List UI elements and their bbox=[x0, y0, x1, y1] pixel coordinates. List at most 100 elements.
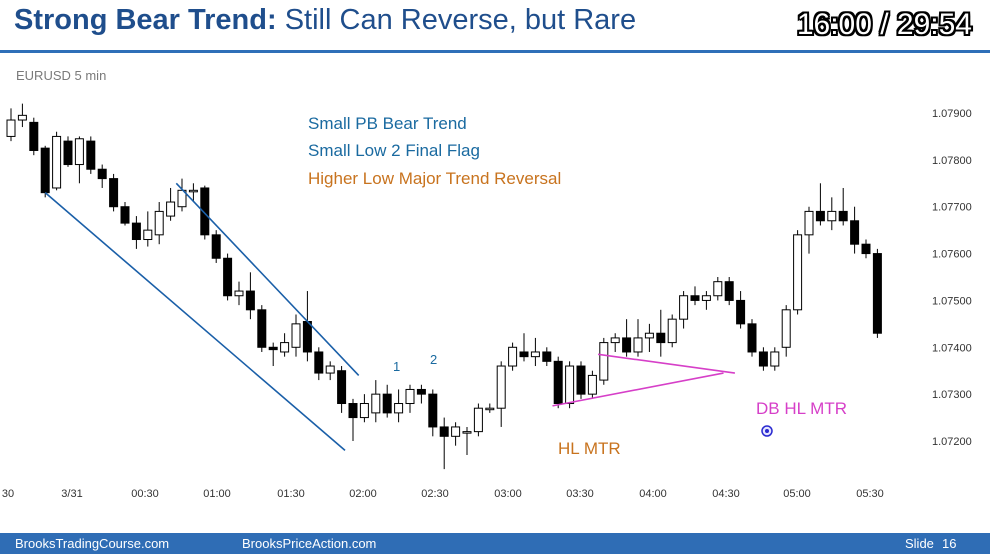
candle bbox=[234, 281, 244, 306]
candle bbox=[713, 277, 723, 301]
candle bbox=[508, 342, 518, 371]
y-tick-label: 1.07200 bbox=[932, 436, 972, 448]
candle bbox=[6, 108, 16, 142]
candle-body-bear bbox=[622, 337, 632, 353]
candle-body-bear bbox=[416, 388, 426, 395]
candle bbox=[17, 103, 27, 128]
candle bbox=[770, 347, 780, 371]
candle bbox=[815, 183, 825, 226]
candle-body-bull bbox=[667, 318, 677, 344]
candle bbox=[861, 239, 871, 259]
candle-body-bull bbox=[154, 210, 164, 236]
candle-body-bull bbox=[793, 234, 803, 311]
candle-body-bull bbox=[781, 309, 791, 348]
candle bbox=[838, 187, 848, 226]
candle bbox=[280, 333, 290, 357]
x-tick-label: 04:30 bbox=[712, 488, 740, 500]
candle-body-bear bbox=[120, 206, 130, 224]
candle-body-bull bbox=[565, 365, 575, 405]
candle-body-bull bbox=[599, 342, 609, 381]
candle-body-bear bbox=[850, 220, 860, 245]
x-tick-label: 01:30 bbox=[277, 488, 305, 500]
candle bbox=[542, 347, 552, 367]
y-tick-label: 1.07300 bbox=[932, 389, 972, 401]
candle bbox=[257, 305, 267, 352]
candle bbox=[872, 248, 882, 338]
candle bbox=[519, 333, 529, 362]
candle-body-bear bbox=[302, 321, 312, 353]
candle-body-bear bbox=[838, 210, 848, 222]
candle-body-bear bbox=[268, 346, 278, 351]
candle-body-bull bbox=[713, 281, 723, 297]
candle-body-bull bbox=[291, 323, 301, 348]
candle-body-bear bbox=[553, 360, 563, 405]
candle bbox=[405, 384, 415, 413]
candle bbox=[473, 403, 483, 437]
candle-body-bear bbox=[872, 253, 882, 334]
candle-body-bull bbox=[17, 114, 27, 121]
y-tick-label: 1.07700 bbox=[932, 202, 972, 214]
candle-body-bear bbox=[63, 140, 73, 166]
candle bbox=[462, 426, 472, 456]
annotation-small-pb-bear-trend: Small PB Bear Trend bbox=[308, 114, 467, 133]
candle bbox=[610, 333, 620, 352]
x-tick-label: 02:30 bbox=[421, 488, 449, 500]
candle bbox=[337, 366, 347, 413]
candle-body-bull bbox=[166, 201, 176, 217]
candle-body-bear bbox=[861, 243, 871, 255]
candle bbox=[291, 314, 301, 357]
candle-body-bull bbox=[587, 374, 597, 395]
candle-body-bear bbox=[348, 403, 358, 419]
candle bbox=[211, 230, 221, 263]
candle bbox=[394, 389, 404, 423]
candle-body-bear bbox=[337, 370, 347, 405]
candle bbox=[302, 291, 312, 362]
candle bbox=[416, 384, 426, 404]
title-bar: Strong Bear Trend: Still Can Reverse, bu… bbox=[0, 0, 990, 50]
candle-body-bear bbox=[29, 121, 39, 151]
candle bbox=[553, 356, 563, 409]
candle bbox=[143, 211, 153, 247]
candle bbox=[154, 202, 164, 245]
x-tick-label: 04:00 bbox=[639, 488, 667, 500]
candle-body-bull bbox=[405, 388, 415, 405]
candle-body-bear bbox=[519, 351, 529, 358]
chart-symbol-label: EURUSD 5 min bbox=[16, 68, 107, 83]
candle-body-bull bbox=[234, 290, 244, 297]
candle bbox=[268, 342, 278, 367]
candle-body-bull bbox=[462, 431, 472, 434]
candle-body-bear bbox=[245, 290, 255, 311]
candle bbox=[382, 384, 392, 418]
candle-body-bear bbox=[542, 351, 552, 362]
candle bbox=[451, 422, 461, 446]
candle-body-bear bbox=[690, 295, 700, 301]
y-tick-label: 1.07600 bbox=[932, 249, 972, 261]
x-tick-label: 02:00 bbox=[349, 488, 377, 500]
candle-body-bear bbox=[439, 426, 449, 437]
y-tick-label: 1.07800 bbox=[932, 155, 972, 167]
candle-body-bull bbox=[508, 346, 518, 367]
candle bbox=[587, 370, 597, 399]
footer-slide-number: 16 bbox=[942, 536, 957, 551]
candle-body-bear bbox=[211, 234, 221, 259]
candle bbox=[74, 136, 84, 184]
candle-body-bull bbox=[52, 135, 62, 189]
x-tick-label: 30 bbox=[2, 488, 14, 500]
candle-body-bull bbox=[451, 426, 461, 437]
candle bbox=[827, 197, 837, 231]
hl-mtr-line bbox=[552, 372, 724, 407]
candle bbox=[496, 361, 506, 427]
mouse-cursor-center bbox=[765, 429, 769, 433]
annotation-hl-mtr: HL MTR bbox=[558, 439, 621, 458]
candle bbox=[177, 178, 187, 212]
candle-body-bull bbox=[74, 138, 84, 166]
candle-body-bull bbox=[473, 407, 483, 433]
candle bbox=[747, 319, 757, 357]
candle-body-bull bbox=[359, 403, 369, 419]
candle bbox=[690, 286, 700, 306]
candle bbox=[644, 323, 654, 352]
candle-body-bear bbox=[257, 309, 267, 348]
candle-body-bull bbox=[394, 403, 404, 414]
candle-body-bull bbox=[371, 393, 381, 414]
candle-body-bull bbox=[143, 229, 153, 241]
